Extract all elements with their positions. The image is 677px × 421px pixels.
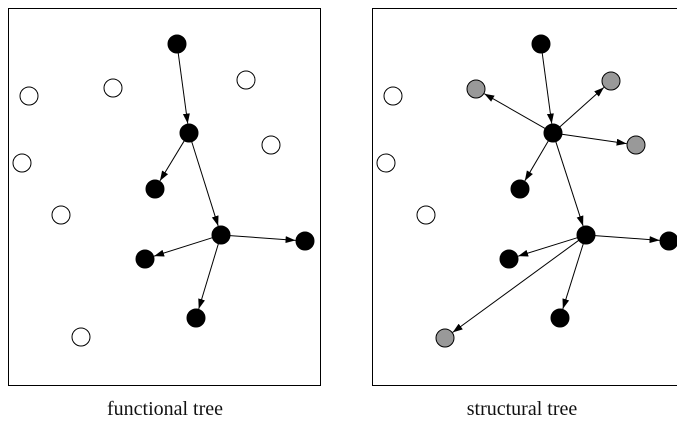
functional-node-free-4 xyxy=(261,135,281,155)
structural-edge-mid-to-hub xyxy=(555,141,584,227)
functional-node-free-1 xyxy=(19,86,39,106)
functional-edge-mid-to-mid-leaf xyxy=(159,140,185,182)
structural-node-free-3 xyxy=(416,205,436,225)
structural-node-mid-leaf xyxy=(510,179,530,199)
structural-node-struct-2 xyxy=(601,71,621,91)
functional-tree-panel xyxy=(12,34,315,347)
structural-edge-mid-to-struct-3 xyxy=(561,133,627,146)
functional-edge-hub-to-hub-left xyxy=(153,237,213,257)
functional-tree-panel-frame xyxy=(8,8,321,386)
functional-edge-hub-to-hub-right xyxy=(229,235,296,244)
functional-node-hub xyxy=(211,225,231,245)
functional-node-free-6 xyxy=(51,205,71,225)
structural-node-hub-bottom xyxy=(550,308,570,328)
structural-node-struct-1 xyxy=(466,79,486,99)
functional-node-hub-left xyxy=(135,249,155,269)
structural-node-mid xyxy=(543,123,563,143)
structural-node-root xyxy=(531,34,551,54)
structural-tree-caption: structural tree xyxy=(466,398,578,420)
structural-node-struct-3 xyxy=(626,135,646,155)
structural-node-hub-left xyxy=(499,249,519,269)
functional-node-hub-right xyxy=(295,231,315,251)
structural-tree-panel xyxy=(376,34,677,348)
functional-edge-mid-to-hub xyxy=(191,141,219,227)
structural-edge-root-to-mid xyxy=(541,52,554,124)
structural-edge-mid-to-struct-2 xyxy=(559,86,605,128)
functional-node-mid-leaf xyxy=(145,179,165,199)
structural-node-struct-4 xyxy=(435,328,455,348)
structural-edge-hub-to-hub-left xyxy=(517,237,578,257)
functional-node-root xyxy=(167,34,187,54)
structural-edge-mid-to-struct-1 xyxy=(484,93,546,129)
functional-node-mid xyxy=(179,123,199,143)
structural-node-hub-right xyxy=(659,231,677,251)
structural-node-free-1 xyxy=(383,86,403,106)
functional-node-free-3 xyxy=(236,70,256,90)
structural-node-hub xyxy=(576,225,596,245)
functional-node-free-7 xyxy=(71,327,91,347)
functional-edge-root-to-mid xyxy=(177,52,190,124)
functional-tree-caption: functional tree xyxy=(106,398,224,420)
structural-edge-hub-to-hub-right xyxy=(594,235,660,244)
functional-node-free-5 xyxy=(12,153,32,173)
structural-edge-hub-to-hub-bottom xyxy=(562,243,584,310)
functional-edge-hub-to-hub-bottom xyxy=(198,243,219,310)
structural-edge-mid-to-mid-leaf xyxy=(524,140,549,182)
structural-edge-hub-to-struct-4 xyxy=(452,239,580,333)
functional-node-free-2 xyxy=(103,78,123,98)
functional-node-hub-bottom xyxy=(186,308,206,328)
structural-node-free-2 xyxy=(376,153,396,173)
